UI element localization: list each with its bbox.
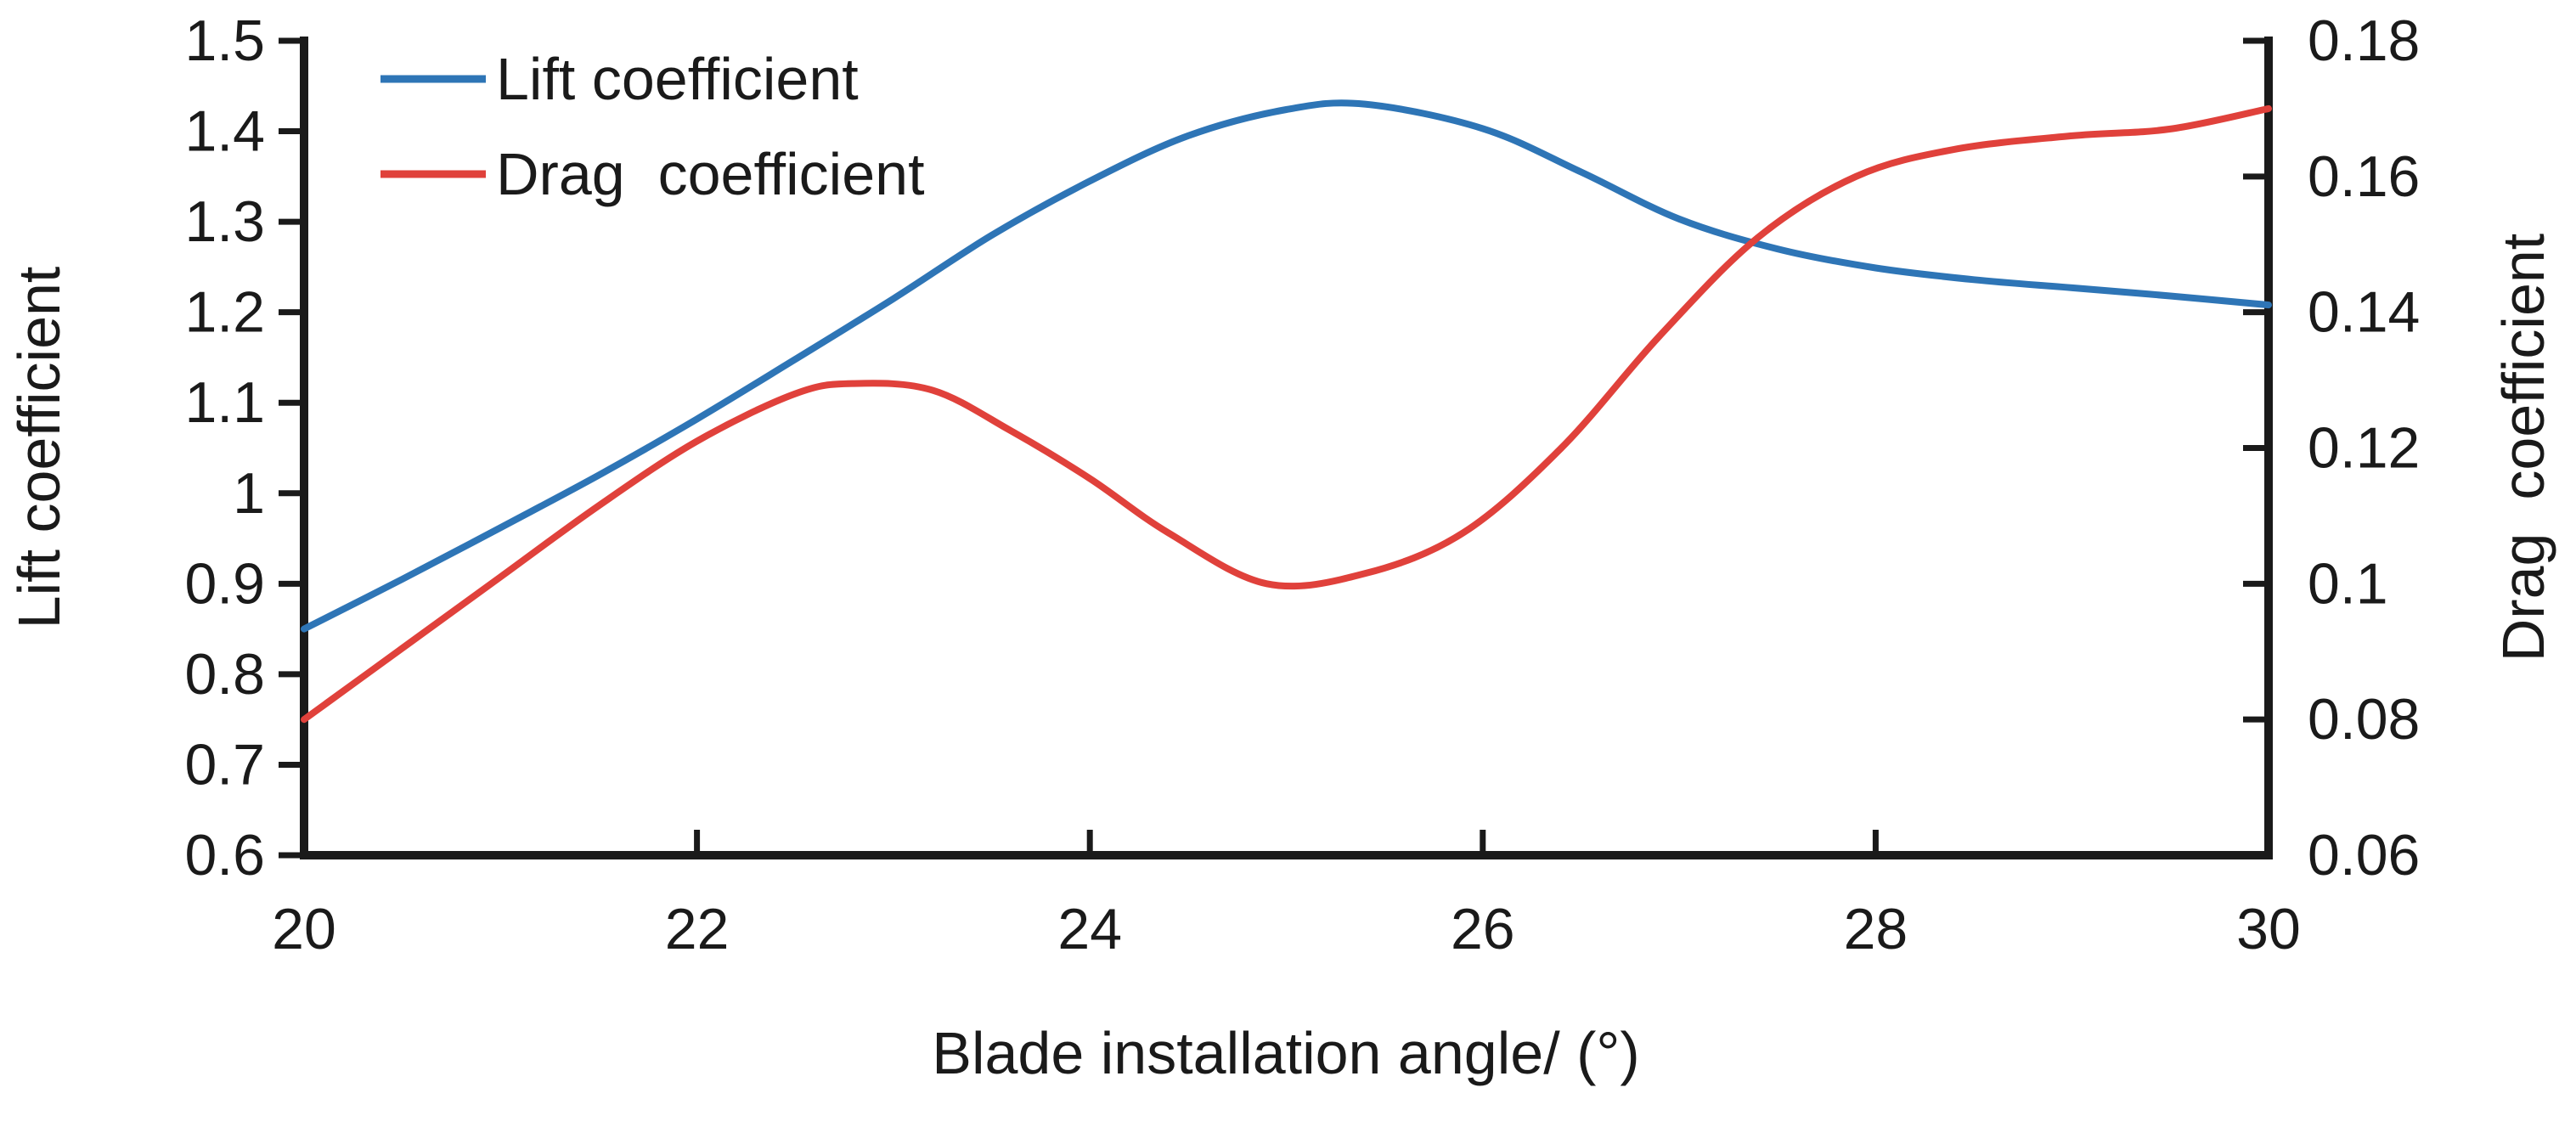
y-left-tick-label: 1 — [233, 461, 265, 526]
y-right-tick-label: 0.12 — [2308, 416, 2420, 481]
x-tick-label: 24 — [1057, 897, 1122, 961]
series-lines — [301, 99, 2272, 724]
y-right-tick-label: 0.18 — [2308, 8, 2420, 73]
series-line-lift — [301, 99, 2272, 633]
y-left-tick-label: 0.6 — [184, 823, 265, 888]
y-left-tick-label: 1.4 — [184, 99, 265, 164]
y-left-tick-label: 1.1 — [184, 370, 265, 435]
y-left-tick-label: 0.7 — [184, 732, 265, 797]
y-left-tick-label: 1.2 — [184, 280, 265, 345]
x-axis-title: Blade installation angle/ (°) — [932, 1020, 1639, 1086]
x-tick-label: 20 — [272, 897, 336, 961]
y-right-tick-label: 0.14 — [2308, 280, 2420, 345]
left-axis-title: Lift coefficient — [6, 267, 72, 629]
legend-label-lift: Lift coefficient — [496, 46, 859, 112]
y-left-tick-label: 0.9 — [184, 551, 265, 616]
series-line-drag — [301, 104, 2272, 724]
x-tick-label: 26 — [1451, 897, 1515, 961]
y-left-tick-label: 1.3 — [184, 189, 265, 254]
y-right-tick-label: 0.06 — [2308, 823, 2420, 888]
x-tick-label: 30 — [2236, 897, 2301, 961]
axis-tick-labels: 1.5 1.4 1.3 1.2 1.1 1 0.9 0.8 0.7 0.6 0.18 0.16 0.14… — [184, 8, 2420, 961]
y-left-tick-label: 0.8 — [184, 642, 265, 707]
y-right-tick-label: 0.08 — [2308, 687, 2420, 752]
legend: Lift coefficient Drag coefficient — [380, 46, 925, 207]
axis-ticks — [279, 37, 2272, 859]
legend-label-drag: Drag coefficient — [496, 141, 925, 207]
y-right-tick-label: 0.1 — [2308, 551, 2388, 616]
y-left-tick-label: 1.5 — [184, 8, 265, 73]
x-tick-label: 22 — [665, 897, 730, 961]
x-tick-label: 28 — [1844, 897, 1908, 961]
y-right-tick-label: 0.16 — [2308, 144, 2420, 209]
right-axis-title: Drag coefficient — [2490, 234, 2556, 662]
